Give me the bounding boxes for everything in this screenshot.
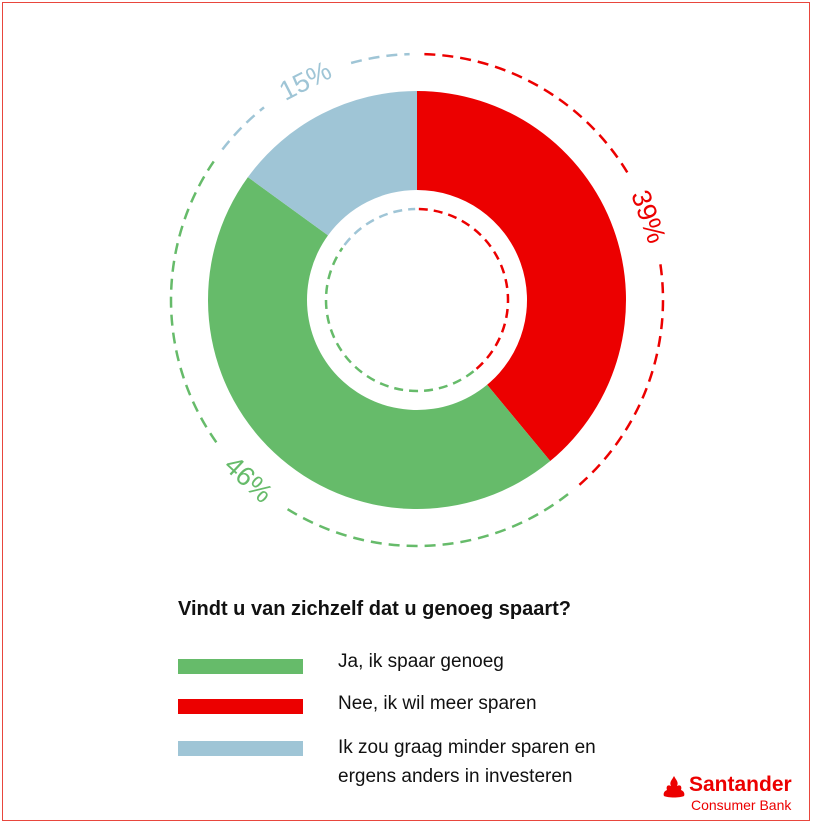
santander-logo: Santander Consumer Bank	[662, 772, 812, 820]
outer-dashed-arc	[221, 106, 265, 151]
brand-name: Santander	[689, 773, 792, 796]
legend-label: Ik zou graag minder sparen en ergens and…	[338, 737, 596, 787]
donut-slice	[417, 91, 626, 462]
chart-question: Vindt u van zichzelf dat u genoeg spaart…	[178, 598, 572, 620]
legend-label: Ja, ik spaar genoeg	[338, 651, 504, 672]
legend-swatch-red	[178, 699, 303, 714]
flame-icon	[663, 776, 685, 798]
brand-sub: Consumer Bank	[691, 797, 792, 813]
legend-label: Nee, ik wil meer sparen	[338, 693, 537, 714]
outer-dashed-arc	[350, 52, 410, 65]
donut-slice	[208, 177, 551, 509]
slice-percent-label: 46%	[219, 450, 279, 509]
legend-swatch-green	[178, 659, 303, 674]
inner-dashed-arc	[418, 207, 510, 370]
donut-slice	[247, 91, 417, 236]
slice-percent-label: 39%	[625, 186, 672, 247]
outer-dashed-arc	[286, 493, 569, 548]
inner-dashed-arc	[343, 207, 416, 246]
outer-dashed-arc	[169, 160, 218, 444]
slice-percent-label: 15%	[274, 55, 336, 106]
inner-dashed-arc	[324, 247, 475, 393]
legend-swatch-blue	[178, 741, 303, 756]
